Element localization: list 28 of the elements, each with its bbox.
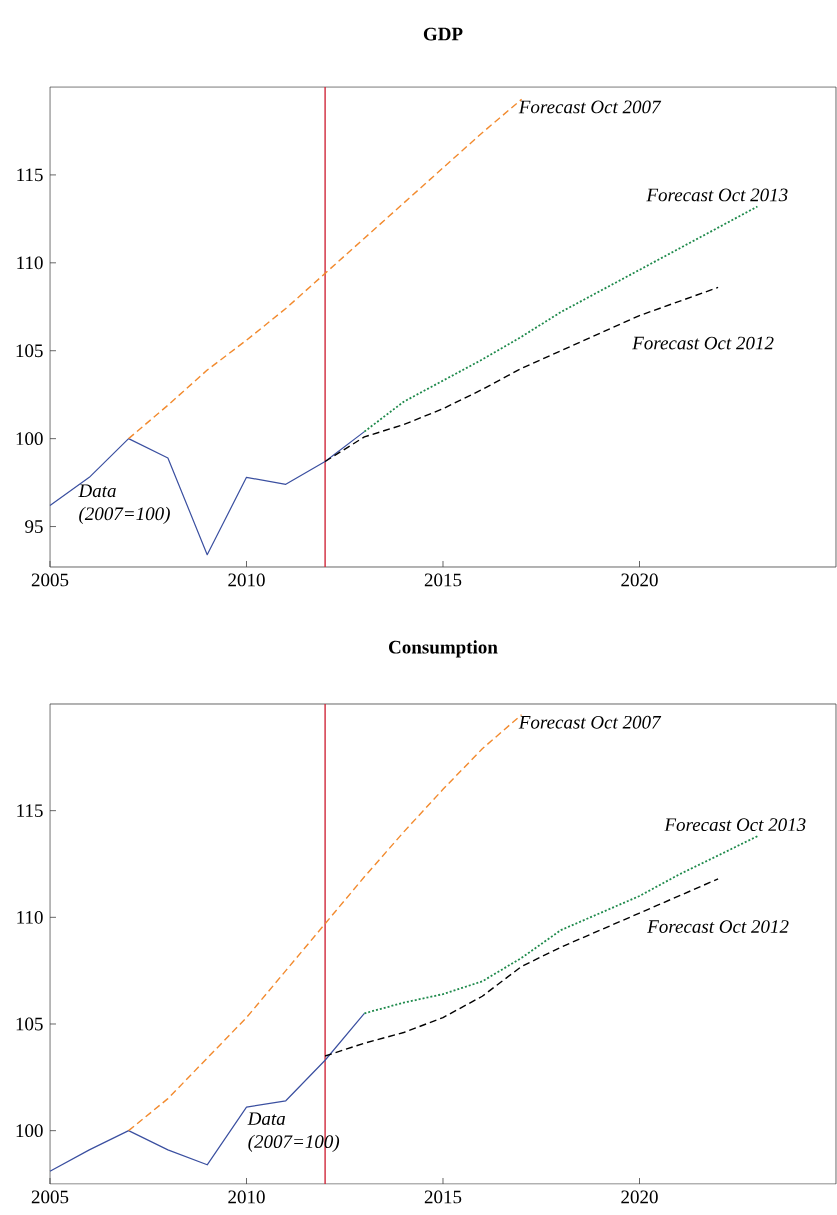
- series-label: Forecast Oct 2007: [518, 715, 662, 729]
- series-label: Data (2007=100): [78, 484, 170, 525]
- x-tick-label: 2005: [31, 1190, 69, 1204]
- chart-title: GDP: [423, 27, 463, 41]
- y-tick-label: 110: [17, 256, 43, 270]
- x-tick-label: 2020: [621, 1190, 658, 1204]
- line-series: [49, 431, 365, 556]
- chart-title: Consumption: [389, 640, 498, 658]
- series-label: Forecast Oct 2012: [647, 920, 789, 933]
- x-tick-label: 2010: [228, 1190, 265, 1204]
- x-tick-label: 2015: [424, 1190, 462, 1204]
- y-tick-label: 105: [16, 344, 43, 358]
- x-tick-label: 2020: [621, 573, 658, 587]
- y-tick-label: 115: [17, 168, 43, 182]
- y-tick-label: 105: [16, 1017, 43, 1031]
- series-label: Forecast Oct 2013: [646, 188, 788, 202]
- series-label: Forecast Oct 2012: [632, 336, 774, 350]
- series-label: Forecast Oct 2013: [664, 818, 806, 832]
- y-tick-label: 115: [17, 804, 43, 818]
- y-tick-label: 95: [25, 520, 43, 533]
- series-label: Forecast Oct 2007: [518, 100, 662, 114]
- y-tick-label: 100: [16, 1124, 43, 1138]
- x-tick-label: 2010: [228, 573, 265, 587]
- y-tick-label: 100: [16, 432, 43, 446]
- x-tick-label: 2005: [31, 573, 69, 587]
- x-tick-label: 2015: [424, 573, 462, 587]
- y-tick-label: 110: [17, 910, 43, 924]
- line-series: [49, 1012, 365, 1172]
